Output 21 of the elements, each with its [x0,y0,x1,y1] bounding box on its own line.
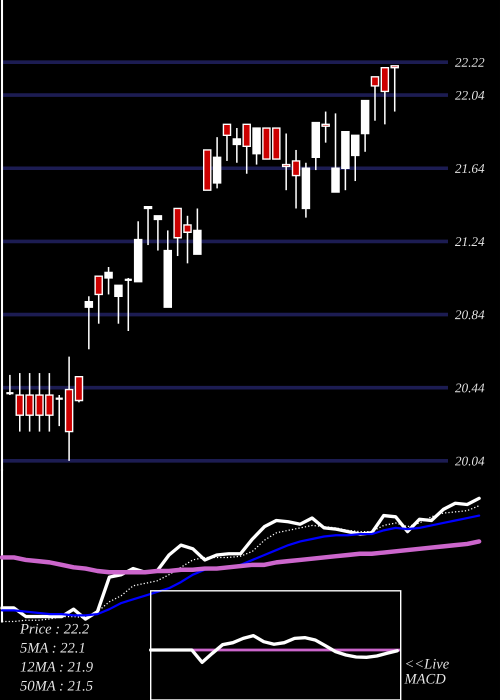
candlestick [114,284,123,324]
text: 5MA : 22.1 [20,642,84,653]
text: Price : 22.2 [20,624,89,634]
candlestick [222,124,232,162]
text: MACD [404,674,446,684]
candlestick [54,394,64,427]
candlestick [154,215,162,252]
y-tick-label: 21.64 [454,164,484,174]
y-tick-label: 21.24 [454,237,484,246]
candlestick [124,277,133,332]
candlestick [144,206,152,246]
text: 12MA : 21.9 [20,662,93,672]
y-tick-label: 20.44 [454,384,484,392]
text: <<Live [406,658,449,669]
y-tick-label: 20.04 [454,456,484,466]
y-tick-label: 22.04 [454,90,484,100]
candlestick [5,374,15,396]
y-tick-label: 20.84 [454,310,484,320]
candlestick [84,296,94,350]
text: 50MA : 21.5 [20,680,93,691]
y-tick-label: 22.22 [454,58,484,67]
